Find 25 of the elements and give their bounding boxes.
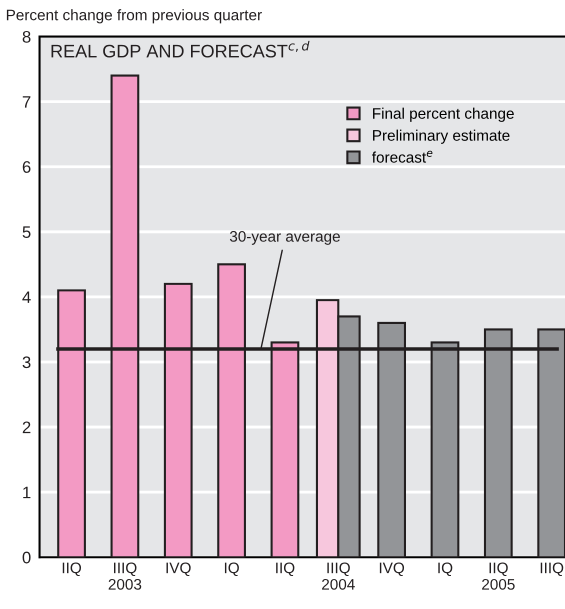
x-tick-label: IQ xyxy=(224,562,239,576)
legend-label: forecast$^{e}$ xyxy=(372,150,432,163)
x-tick-label: IIIQ xyxy=(540,562,564,576)
x-tick-label: IIIQ 2003 xyxy=(108,562,142,590)
x-tick-label: IIQ xyxy=(62,562,82,576)
y-axis-title: Percent change from previous quarter xyxy=(6,9,262,24)
y-tick-label: 7 xyxy=(22,96,30,108)
x-tick-label: IQ xyxy=(438,562,452,576)
y-tick-label: 8 xyxy=(22,30,30,43)
y-tick-label: 3 xyxy=(22,356,30,368)
x-tick-label: IIQ xyxy=(276,562,294,576)
legend-label: Preliminary estimate xyxy=(373,130,510,144)
x-tick-label: IVQ xyxy=(380,562,404,576)
chart-title: REAL GDP AND FORECAST$^{c,d}$ xyxy=(52,40,310,58)
x-tick-label: IIIQ 2004 xyxy=(322,562,355,590)
x-tick-label: IIQ 2005 xyxy=(482,562,515,590)
y-tick-label: 6 xyxy=(22,161,30,173)
y-tick-label: 5 xyxy=(22,226,31,238)
legend-label: Final percent change xyxy=(373,108,514,122)
y-tick-label: 1 xyxy=(23,486,30,498)
y-tick-label: 4 xyxy=(22,291,31,303)
x-tick-label: IVQ xyxy=(166,562,191,576)
y-tick-label: 2 xyxy=(22,421,30,434)
ref-line-label: 30-year average xyxy=(230,230,340,245)
y-tick-label: 0 xyxy=(22,552,31,564)
